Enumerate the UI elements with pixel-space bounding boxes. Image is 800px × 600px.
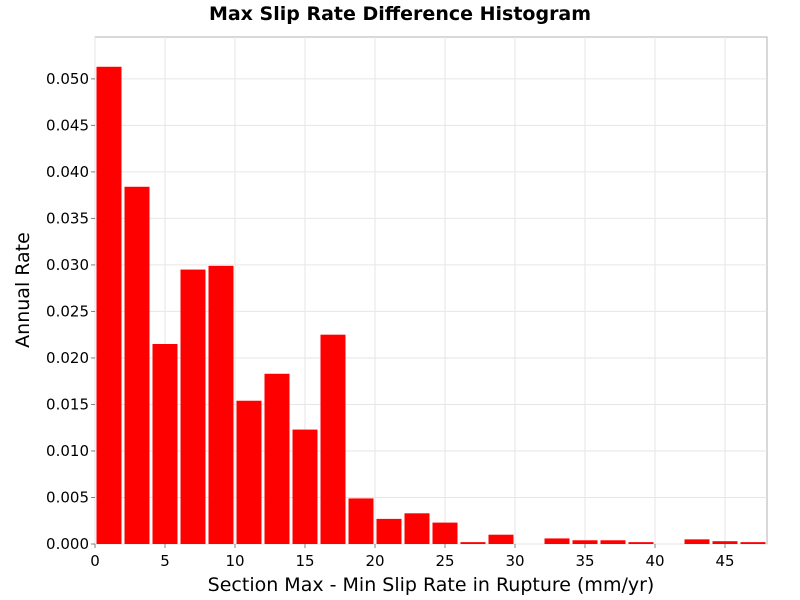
x-tick-label: 45 xyxy=(715,552,734,570)
histogram-bar xyxy=(740,542,766,544)
y-tick-label: 0.005 xyxy=(46,488,89,506)
y-tick-label: 0.045 xyxy=(46,116,89,134)
x-tick-label: 30 xyxy=(505,552,524,570)
x-tick-label: 5 xyxy=(160,552,170,570)
histogram-bar xyxy=(208,265,234,544)
histogram-bar xyxy=(432,522,458,544)
histogram-bar xyxy=(348,498,374,544)
x-tick-label: 0 xyxy=(90,552,100,570)
y-tick-label: 0.025 xyxy=(46,302,89,320)
y-tick-label: 0.035 xyxy=(46,209,89,227)
x-axis-label: Section Max - Min Slip Rate in Rupture (… xyxy=(208,574,655,596)
histogram-bars xyxy=(96,66,766,545)
x-tick-label: 25 xyxy=(435,552,454,570)
histogram-bar xyxy=(264,373,290,544)
y-axis-ticks: 0.000 0.005 0.010 0.015 0.020 0.025 0.030 0.035… xyxy=(46,70,95,553)
x-tick-label: 35 xyxy=(575,552,594,570)
histogram-bar xyxy=(628,542,654,544)
y-tick-label: 0.015 xyxy=(46,395,89,413)
histogram-bar xyxy=(460,542,486,544)
histogram-bar xyxy=(152,343,178,544)
histogram-bar xyxy=(320,334,346,544)
histogram-bar xyxy=(572,540,598,544)
histogram-bar xyxy=(292,429,318,544)
histogram-bar xyxy=(376,518,402,544)
y-tick-label: 0.030 xyxy=(46,256,89,274)
histogram-bar xyxy=(544,538,570,544)
histogram-bar xyxy=(488,534,514,544)
y-axis-label: Annual Rate xyxy=(12,232,34,348)
y-tick-label: 0.000 xyxy=(46,535,89,553)
y-tick-label: 0.050 xyxy=(46,70,89,88)
x-tick-label: 20 xyxy=(365,552,384,570)
histogram-bar xyxy=(712,541,738,544)
y-tick-label: 0.040 xyxy=(46,163,89,181)
y-tick-label: 0.010 xyxy=(46,442,89,460)
histogram-bar xyxy=(96,66,122,545)
y-tick-label: 0.020 xyxy=(46,349,89,367)
histogram-bar xyxy=(180,269,206,544)
x-tick-label: 40 xyxy=(645,552,664,570)
histogram-bar xyxy=(684,539,710,544)
histogram-bar xyxy=(124,186,150,545)
x-tick-label: 15 xyxy=(295,552,314,570)
histogram-bar xyxy=(236,400,262,544)
histogram-bar xyxy=(404,513,430,544)
x-axis-ticks: 0 5 10 15 20 25 30 35 40 45 xyxy=(90,544,735,570)
chart-title: Max Slip Rate Difference Histogram xyxy=(209,3,591,25)
histogram-bar xyxy=(600,540,626,544)
x-tick-label: 10 xyxy=(225,552,244,570)
